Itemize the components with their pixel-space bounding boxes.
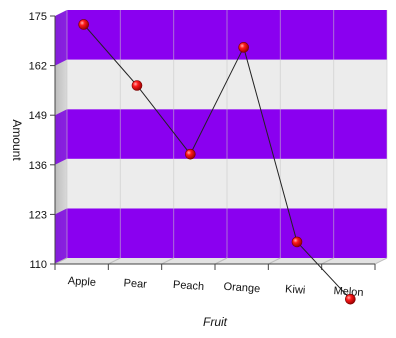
floor-grid-line	[108, 257, 121, 265]
floor-grid-line	[374, 257, 388, 265]
x-tick-label: Apple	[67, 275, 96, 289]
floor-grid-line	[214, 257, 228, 265]
grid-lines	[54, 10, 388, 265]
x-tick-label: Pear	[123, 277, 147, 291]
y-tick-label: 110	[29, 259, 47, 271]
x-tick-label: Peach	[173, 279, 205, 293]
y-tick-label: 175	[29, 11, 47, 23]
left-wall-band	[55, 109, 67, 165]
data-point	[291, 236, 303, 248]
y-tick-label: 162	[29, 61, 47, 73]
data-point	[345, 293, 356, 305]
floor-grid-line	[268, 257, 281, 265]
data-point	[185, 148, 196, 160]
data-point	[131, 80, 143, 91]
x-tick-label: Orange	[223, 281, 260, 296]
x-tick-label: Kiwi	[285, 283, 306, 296]
y-axis-label: Amount	[10, 119, 24, 161]
data-point	[238, 42, 249, 53]
y-tick-label: 123	[29, 209, 47, 221]
y-tick-label: 149	[29, 110, 47, 122]
floor-grid-line	[321, 257, 334, 265]
data-point	[78, 19, 89, 30]
left-wall-band	[55, 10, 67, 66]
x-axis-label: Fruit	[203, 315, 228, 329]
series-line	[83, 24, 351, 300]
left-wall-band	[55, 208, 67, 264]
axes	[50, 15, 376, 270]
x-tick-labels: Apple Pear Peach Orange Kiwi Melon	[67, 275, 363, 299]
floor-grid-line	[54, 257, 68, 265]
y-tick-labels: 110 123 136 149 162 175	[29, 11, 47, 271]
series-markers	[78, 19, 356, 305]
series-line-path	[83, 24, 351, 300]
y-tick-label: 136	[29, 160, 47, 172]
floor-grid-line	[161, 257, 174, 265]
